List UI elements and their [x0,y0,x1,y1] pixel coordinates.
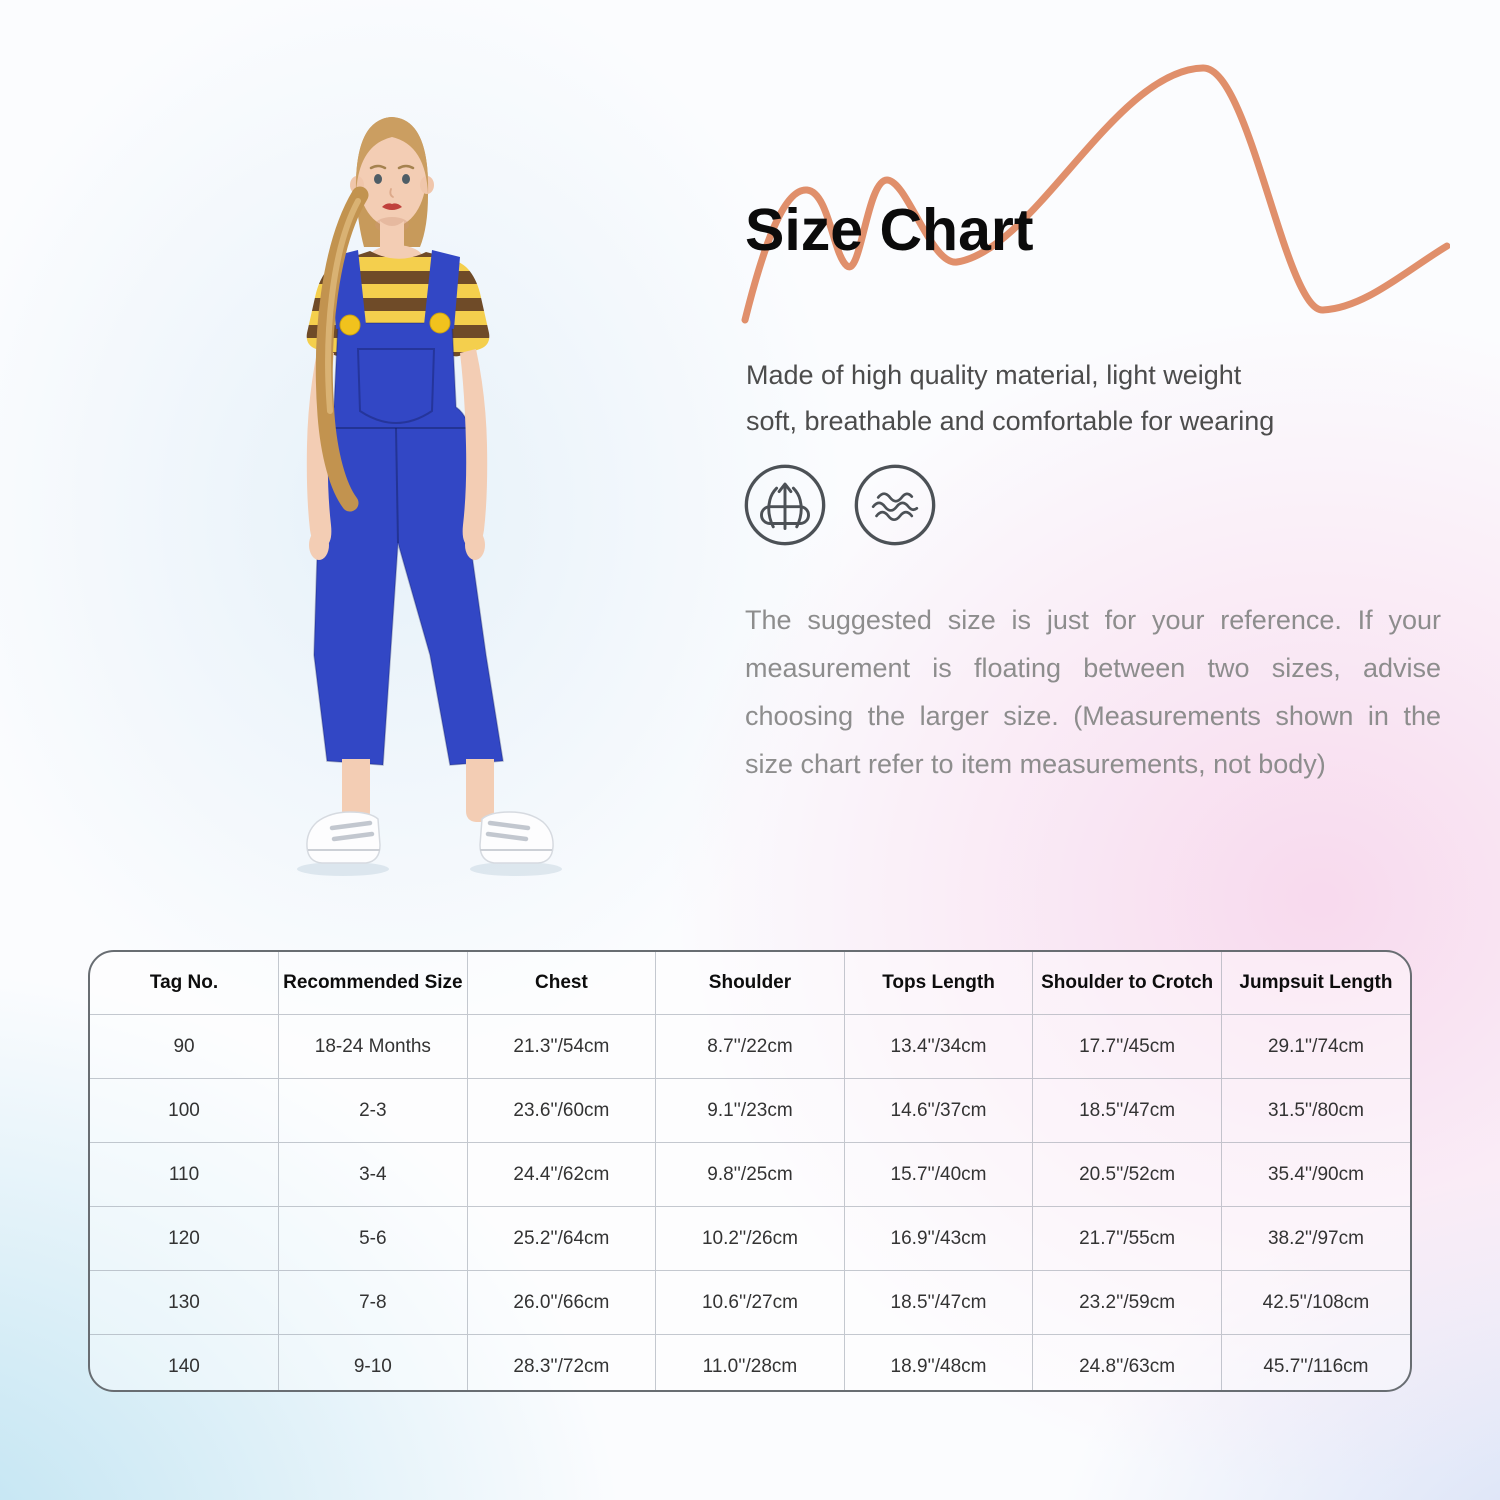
table-header-cell: Shoulder to Crotch [1032,952,1222,1015]
table-row: 100 2-3 23.6''/60cm 9.1''/23cm 14.6''/37… [90,1078,1410,1143]
model-overalls [313,250,504,766]
model-photo [297,117,562,876]
page-title: Size Chart [745,197,1034,263]
model-shadow [297,862,562,876]
table-cell: 45.7''/116cm [1220,1334,1410,1390]
table-cell: 100 [90,1078,279,1143]
table-cell: 29.1''/74cm [1220,1014,1410,1079]
table-row: 110 3-4 24.4''/62cm 9.8''/25cm 15.7''/40… [90,1142,1410,1207]
table-cell: 9.1''/23cm [655,1078,845,1143]
table-row: 130 7-8 26.0''/66cm 10.6''/27cm 18.5''/4… [90,1270,1410,1335]
table-cell: 110 [90,1142,279,1207]
table-cell: 15.7''/40cm [843,1142,1033,1207]
intro-line-1: Made of high quality material, light wei… [746,360,1242,390]
table-cell: 28.3''/72cm [466,1334,656,1390]
table-header-cell: Tag No. [149,972,219,993]
table-cell: 5-6 [278,1206,468,1271]
breathable-fabric-icon [744,464,826,546]
table-cell: 23.2''/59cm [1032,1270,1222,1335]
table-cell: 2-3 [278,1078,468,1143]
table-header-row: Tag No. Recommended Size Chest Shoulder … [90,952,1410,1015]
table-cell: 26.0''/66cm [466,1270,656,1335]
table-cell: 130 [90,1270,279,1335]
model-sneakers [306,811,554,864]
table-cell: 21.3''/54cm [466,1014,656,1079]
table-cell: 13.4''/34cm [843,1014,1033,1079]
accent-squiggle-icon [741,64,1450,324]
size-table-grid: Tag No. Recommended Size Chest Shoulder … [90,952,1410,1390]
size-table: Tag No. Recommended Size Chest Shoulder … [88,950,1412,1392]
table-cell: 18.9''/48cm [843,1334,1033,1390]
table-cell: 42.5''/108cm [1220,1270,1410,1335]
table-cell: 35.4''/90cm [1220,1142,1410,1207]
table-cell: 18.5''/47cm [1032,1078,1222,1143]
table-header-cell: Jumpsuit Length [1220,952,1410,1015]
table-cell: 3-4 [278,1142,468,1207]
table-cell: 24.4''/62cm [466,1142,656,1207]
table-cell: 11.0''/28cm [655,1334,845,1390]
table-header-cell: Chest [466,952,656,1015]
size-note: The suggested size is just for your refe… [745,605,1441,779]
table-cell: 10.6''/27cm [655,1270,845,1335]
table-header-cell: Shoulder [655,952,845,1015]
table-cell: 9-10 [278,1334,468,1390]
table-row: 140 9-10 28.3''/72cm 11.0''/28cm 18.9''/… [90,1334,1410,1390]
table-cell: 18-24 Months [278,1014,468,1079]
table-cell: 7-8 [278,1270,468,1335]
table-cell: 18.5''/47cm [843,1270,1033,1335]
table-cell: 9.8''/25cm [655,1142,845,1207]
table-cell: 24.8''/63cm [1032,1334,1222,1390]
table-cell: 140 [90,1334,279,1390]
intro-line-2: soft, breathable and comfortable for wea… [746,406,1275,436]
table-row: 90 18-24 Months 21.3''/54cm 8.7''/22cm 1… [90,1014,1410,1079]
table-cell: 120 [90,1206,279,1271]
table-header-cell: Tops Length [843,952,1033,1015]
table-cell: 25.2''/64cm [466,1206,656,1271]
soft-waves-icon [854,464,936,546]
model-legs [342,759,494,822]
table-cell: 17.7''/45cm [1032,1014,1222,1079]
table-cell: 21.7''/55cm [1032,1206,1222,1271]
table-row: 120 5-6 25.2''/64cm 10.2''/26cm 16.9''/4… [90,1206,1410,1271]
table-cell: 90 [90,1014,279,1079]
table-cell: 31.5''/80cm [1220,1078,1410,1143]
model-face [350,117,434,227]
model-ponytail [315,186,369,512]
intro-text: Made of high quality material, light wei… [746,352,1274,444]
table-cell: 14.6''/37cm [843,1078,1033,1143]
table-cell: 8.7''/22cm [655,1014,845,1079]
table-cell: 23.6''/60cm [466,1078,656,1143]
feature-icons [743,463,937,547]
table-cell: 20.5''/52cm [1032,1142,1222,1207]
table-cell: 10.2''/26cm [655,1206,845,1271]
table-cell: 38.2''/97cm [1220,1206,1410,1271]
table-header-cell: Recommended Size [278,952,468,1015]
table-cell: 16.9''/43cm [843,1206,1033,1271]
